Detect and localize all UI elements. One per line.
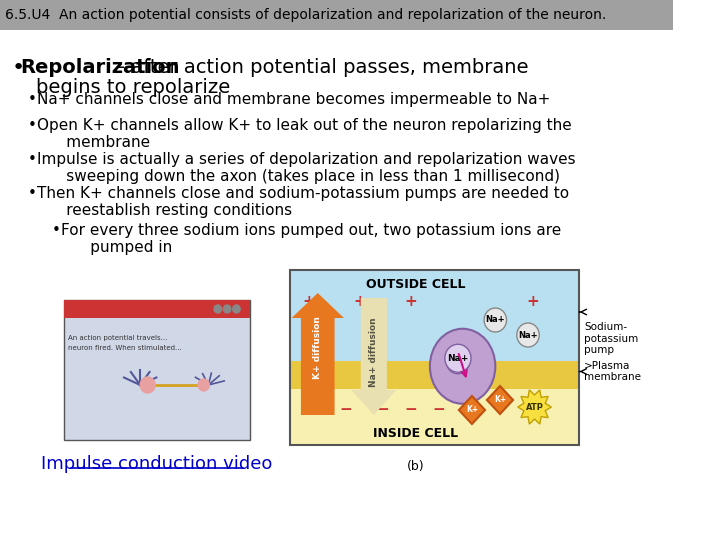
Text: Na+: Na+ (485, 315, 505, 325)
Circle shape (198, 379, 210, 391)
Text: −: − (339, 402, 352, 417)
Text: Repolarization: Repolarization (21, 58, 180, 77)
Text: Then K+ channels close and sodium-potassium pumps are needed to
      reestablis: Then K+ channels close and sodium-potass… (37, 186, 570, 218)
Polygon shape (351, 298, 396, 415)
FancyBboxPatch shape (289, 270, 580, 366)
Text: >Plasma
membrane: >Plasma membrane (584, 361, 641, 382)
Circle shape (517, 323, 539, 347)
FancyBboxPatch shape (63, 300, 251, 440)
Text: K+: K+ (466, 406, 478, 415)
Text: K+ diffusion: K+ diffusion (313, 316, 323, 379)
Text: −: − (526, 402, 539, 417)
FancyBboxPatch shape (63, 300, 251, 318)
Circle shape (484, 308, 507, 332)
Polygon shape (292, 293, 344, 415)
FancyBboxPatch shape (289, 389, 580, 445)
Text: +: + (354, 294, 366, 309)
Text: •: • (28, 92, 37, 107)
Text: INSIDE CELL: INSIDE CELL (373, 427, 459, 440)
Text: Impulse conduction video: Impulse conduction video (41, 455, 273, 473)
Text: begins to repolarize: begins to repolarize (35, 78, 230, 97)
Text: •: • (12, 58, 24, 78)
Text: −: − (433, 402, 446, 417)
FancyBboxPatch shape (289, 361, 580, 393)
Ellipse shape (446, 349, 469, 374)
Ellipse shape (430, 329, 495, 404)
Circle shape (223, 305, 231, 313)
Text: An action potential travels...: An action potential travels... (68, 335, 168, 341)
Text: +: + (526, 294, 539, 309)
Text: Na+: Na+ (447, 354, 469, 363)
Circle shape (445, 345, 471, 372)
Circle shape (233, 305, 240, 313)
Text: −: − (405, 402, 418, 417)
Text: −: − (377, 402, 390, 417)
Text: +: + (302, 294, 315, 309)
Polygon shape (487, 386, 513, 414)
Text: 6.5.U4  An action potential consists of depolarization and repolarization of the: 6.5.U4 An action potential consists of d… (4, 8, 606, 22)
Text: neuron fired. When stimulated...: neuron fired. When stimulated... (68, 345, 182, 351)
Text: •: • (28, 186, 37, 201)
Text: K+: K+ (494, 395, 506, 404)
Text: Na+ diffusion: Na+ diffusion (369, 318, 378, 387)
Text: Na+: Na+ (518, 330, 538, 340)
Text: Impulse is actually a series of depolarization and repolarization waves
      sw: Impulse is actually a series of depolari… (37, 152, 576, 184)
Text: – after action potential passes, membrane: – after action potential passes, membran… (109, 58, 529, 77)
Polygon shape (518, 390, 552, 424)
Text: ATP: ATP (526, 402, 544, 411)
Text: Sodium-
potassium
pump: Sodium- potassium pump (584, 322, 639, 355)
Polygon shape (459, 396, 485, 424)
Circle shape (214, 305, 222, 313)
Text: •: • (51, 223, 60, 238)
Text: −: − (470, 402, 483, 417)
Circle shape (140, 377, 155, 393)
Text: OUTSIDE CELL: OUTSIDE CELL (366, 278, 466, 291)
Text: (b): (b) (407, 460, 425, 473)
Text: •: • (28, 118, 37, 133)
Text: Open K+ channels allow K+ to leak out of the neuron repolarizing the
      membr: Open K+ channels allow K+ to leak out of… (37, 118, 572, 151)
Text: −: − (302, 402, 315, 417)
Text: +: + (405, 294, 418, 309)
Text: For every three sodium ions pumped out, two potassium ions are
      pumped in: For every three sodium ions pumped out, … (60, 223, 561, 255)
FancyBboxPatch shape (0, 0, 673, 30)
Text: •: • (28, 152, 37, 167)
Text: Na+ channels close and membrane becomes impermeable to Na+: Na+ channels close and membrane becomes … (37, 92, 551, 107)
